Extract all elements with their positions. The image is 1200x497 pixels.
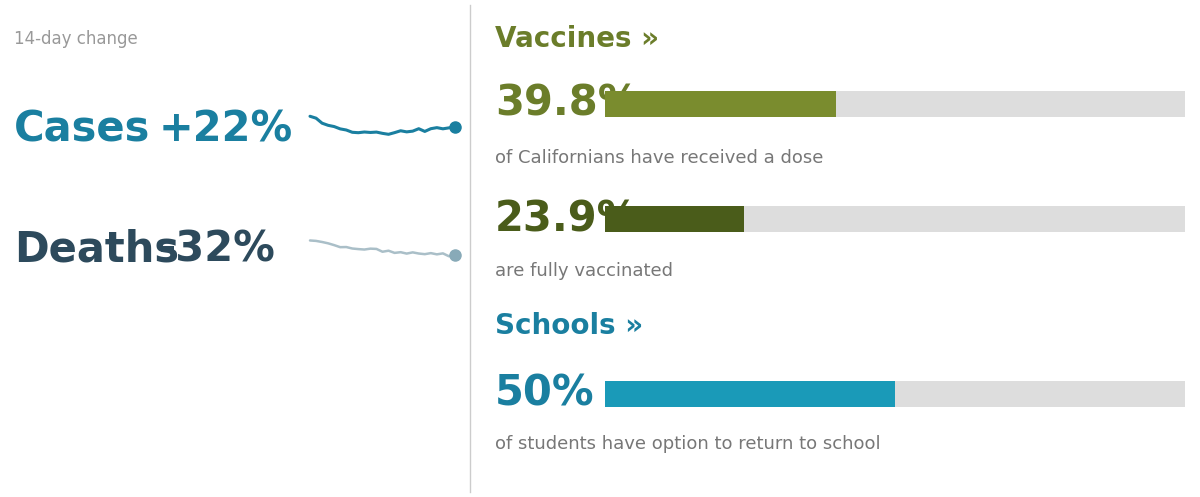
Text: Schools »: Schools » [496, 312, 643, 340]
Bar [605, 206, 1186, 232]
Text: of Californians have received a dose: of Californians have received a dose [496, 149, 823, 167]
Bar [605, 381, 1186, 407]
Text: Deaths: Deaths [14, 229, 179, 271]
Text: 14-day change: 14-day change [14, 30, 138, 48]
Bar [605, 206, 744, 232]
Bar [605, 91, 836, 117]
Text: 50%: 50% [496, 373, 595, 415]
Bar [605, 91, 1186, 117]
Bar [605, 381, 895, 407]
Text: 23.9%: 23.9% [496, 198, 640, 240]
Text: are fully vaccinated: are fully vaccinated [496, 262, 673, 280]
Text: Vaccines »: Vaccines » [496, 25, 659, 53]
Text: 39.8%: 39.8% [496, 83, 640, 125]
Text: -32%: -32% [158, 229, 276, 271]
Text: Cases: Cases [14, 109, 150, 151]
Text: of students have option to return to school: of students have option to return to sch… [496, 435, 881, 453]
Text: +22%: +22% [158, 109, 293, 151]
